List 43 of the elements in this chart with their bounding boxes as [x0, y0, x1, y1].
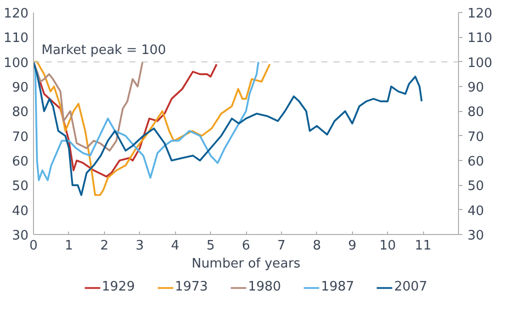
line-series [34, 60, 144, 152]
x-tick-label: 6 [242, 238, 250, 254]
y-tick-label: 40 [12, 204, 29, 219]
y-tick-label: 80 [12, 105, 29, 120]
x-axis-title: Number of years [192, 256, 301, 272]
y-tick-label: 60 [12, 154, 29, 170]
x-tick-label: 9 [348, 238, 356, 254]
y-tick-label: 90 [12, 80, 29, 96]
legend-label: 2007 [394, 280, 428, 294]
legend-label: 1987 [321, 280, 354, 294]
x-tick-label: 11 [414, 238, 432, 254]
y-tick-label: 50 [12, 179, 29, 194]
line-series [34, 60, 260, 182]
y2-tick-label: 70 [468, 130, 484, 145]
x-tick-label: 2 [100, 238, 108, 254]
line-series [34, 60, 423, 196]
legend-label: 1973 [174, 280, 208, 294]
y-tick-label: 100 [4, 56, 29, 71]
y2-tick-label: 30 [468, 228, 484, 244]
y2-tick-label: 80 [468, 105, 484, 120]
y2-tick-label: 110 [468, 31, 492, 46]
x-tick-label: 4 [171, 238, 180, 254]
y2-tick-label: 50 [468, 179, 484, 194]
x-tick-label: 5 [206, 238, 215, 254]
x-tick-label: 3 [136, 238, 144, 254]
legend-label: 1929 [102, 280, 135, 294]
x-tick-label: 8 [312, 238, 321, 254]
x-tick-label: 7 [277, 238, 286, 254]
line-series [34, 60, 271, 196]
y2-tick-label: 120 [468, 6, 492, 22]
y-tick-label: 30 [12, 228, 29, 244]
legend-label: 1980 [248, 280, 282, 294]
x-tick-label: 10 [379, 238, 396, 254]
y2-tick-label: 90 [468, 80, 484, 96]
y-tick-label: 110 [4, 31, 29, 46]
x-tick-label: 1 [64, 238, 74, 254]
ref-line-label: Market peak = 100 [42, 42, 166, 58]
y2-tick-label: 40 [468, 204, 484, 219]
x-tick-label: 0 [29, 238, 38, 254]
y2-tick-label: 100 [468, 56, 492, 71]
y-tick-label: 120 [4, 6, 29, 22]
y2-tick-label: 60 [468, 154, 484, 170]
y-tick-label: 70 [12, 130, 29, 145]
